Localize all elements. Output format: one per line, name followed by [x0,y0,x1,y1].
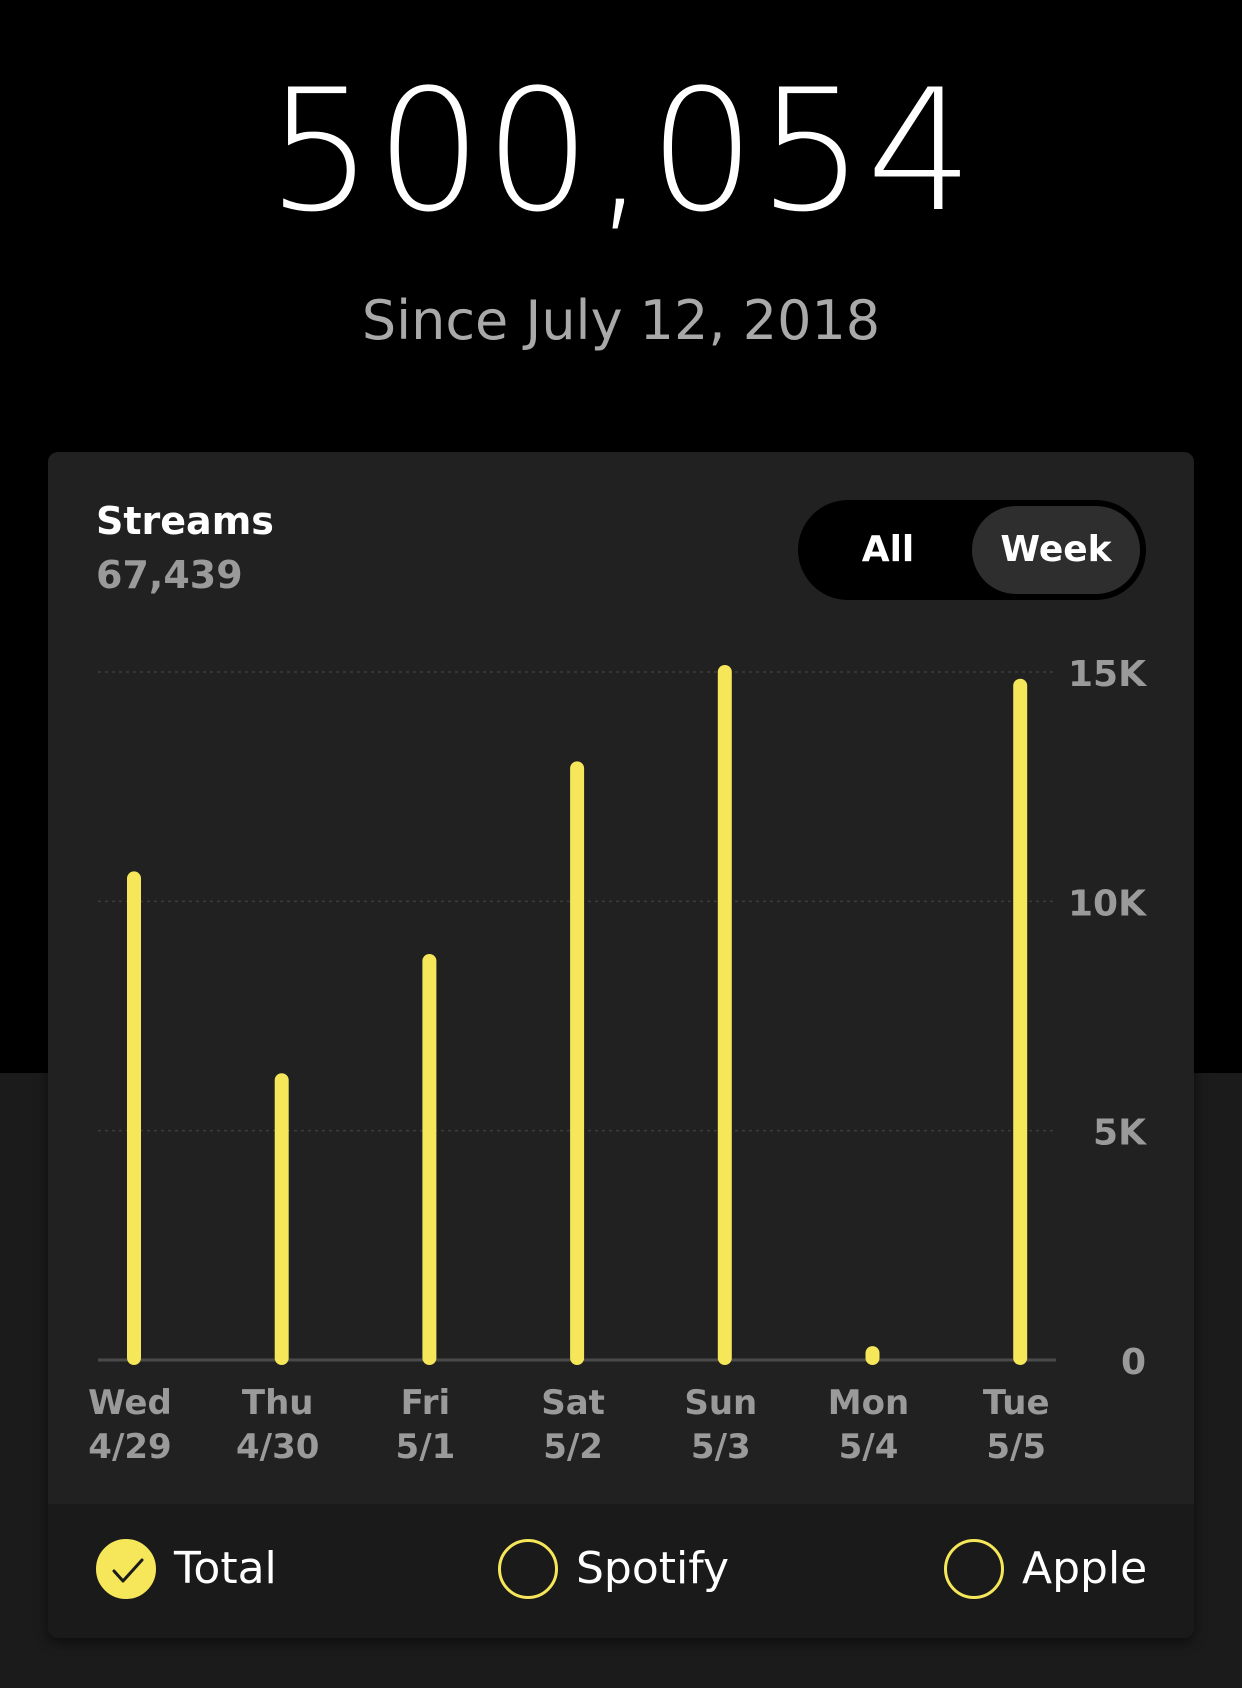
legend-label-total: Total [174,1543,277,1594]
x-tick-label-date: 5/4 [839,1427,899,1467]
x-tick-label-day: Tue [983,1383,1050,1423]
x-tick-label-date: 4/30 [236,1427,319,1467]
x-tick-label-date: 5/2 [543,1427,603,1467]
toggle-all-button[interactable]: All [861,529,915,570]
x-tick-label-date: 5/1 [396,1427,456,1467]
since-date-text: Since July 12, 2018 [361,289,881,352]
streams-bar-chart: 05K10K15KWed4/29Thu4/30Fri5/1Sat5/2Sun5/… [88,654,1147,1467]
card-streams-value: 67,439 [96,553,243,597]
y-tick-label: 5K [1093,1113,1147,1154]
x-tick-label-date: 5/5 [986,1427,1046,1467]
range-toggle: All Week [798,500,1146,600]
legend-checkbox-apple[interactable] [944,1539,1004,1599]
toggle-week-button[interactable]: Week [972,506,1140,594]
card-title: Streams [96,499,274,543]
x-tick-label-day: Sat [541,1383,605,1423]
total-streams-count: 500,054 [266,53,976,249]
legend-checkbox-spotify[interactable] [498,1539,558,1599]
x-tick-label-day: Mon [828,1383,909,1423]
y-tick-label: 10K [1068,883,1147,924]
x-tick-label-date: 5/3 [691,1427,751,1467]
x-tick-label-day: Fri [401,1383,450,1423]
legend-label-spotify: Spotify [576,1543,730,1594]
x-tick-label-day: Wed [88,1383,172,1423]
check-icon [112,1558,144,1583]
y-tick-label: 0 [1121,1342,1146,1383]
x-tick-label-day: Thu [242,1383,314,1423]
streams-card: Streams 67,439 All Week 0 5K 10K 15K Wed 4/29… [48,452,1194,1638]
legend-label-apple: Apple [1022,1543,1148,1594]
legend-checkbox-total[interactable] [96,1539,156,1599]
x-tick-label-day: Sun [684,1383,757,1423]
y-tick-label: 15K [1068,654,1147,695]
source-legend: Total Spotify Apple [48,1504,1194,1638]
x-tick-label-date: 4/29 [88,1427,171,1467]
